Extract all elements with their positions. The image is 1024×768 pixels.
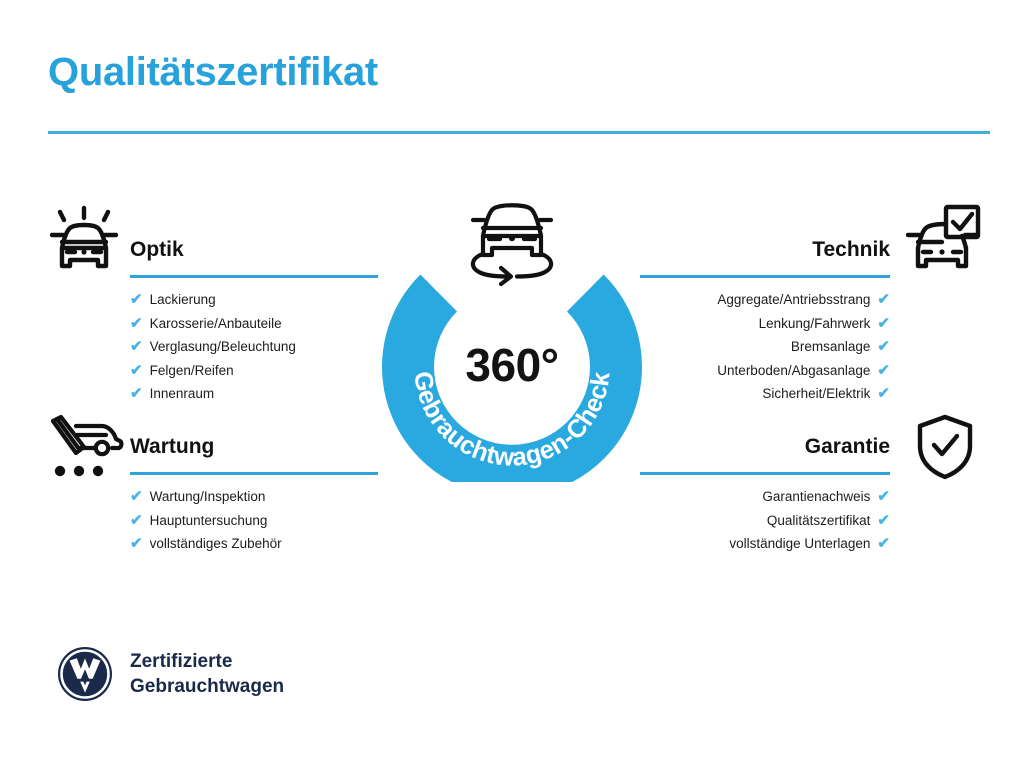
badge-ring: Gebrauchtwagen-Check [376, 254, 648, 497]
checklist: Garantienachweis ✔ Qualitätszertifikat ✔ v… [640, 485, 890, 556]
checklist: ✔ Lackierung ✔ Karosserie/Anbauteile ✔ Verg… [130, 288, 378, 406]
list-item: Qualitätszertifikat ✔ [640, 509, 890, 533]
check-icon: ✔ [877, 385, 890, 403]
check-icon: ✔ [130, 511, 143, 529]
checklist: ✔ Wartung/Inspektion ✔ Hauptuntersuchung ✔… [130, 485, 378, 556]
section-title: Technik [812, 238, 890, 261]
list-item-label: vollständige Unterlagen [729, 536, 871, 551]
section-title: Garantie [804, 435, 890, 458]
check-icon: ✔ [130, 291, 143, 309]
section-underline [640, 275, 890, 278]
vw-logo-icon [56, 645, 114, 703]
list-item-label: Aggregate/Antriebsstrang [717, 292, 871, 307]
section-header: Optik [130, 236, 378, 278]
checklist: Aggregate/Antriebsstrang ✔ Lenkung/Fahrwe… [640, 288, 890, 406]
list-item-label: Innenraum [149, 386, 215, 401]
check-icon: ✔ [877, 535, 890, 553]
check-icon: ✔ [130, 535, 143, 553]
list-item-label: Wartung/Inspektion [149, 489, 266, 504]
list-item-label: Lenkung/Fahrwerk [758, 315, 871, 331]
shield-check-icon [914, 414, 976, 485]
check-icon: ✔ [130, 488, 143, 506]
badge-360-check: Gebrauchtwagen-Check 360° [376, 192, 648, 497]
section-underline [640, 472, 890, 475]
section-technik: Technik Aggregate/Antriebsstrang ✔ Lenkun… [640, 236, 890, 406]
check-icon: ✔ [877, 291, 890, 309]
list-item: ✔ Karosserie/Anbauteile [130, 312, 378, 336]
list-item-label: Lackierung [149, 292, 216, 307]
footer-branding: Zertifizierte Gebrauchtwagen [56, 645, 284, 703]
check-icon: ✔ [877, 361, 890, 379]
page-title: Qualitätszertifikat [48, 50, 378, 94]
badge-center-label: 360° [465, 339, 559, 391]
list-item: ✔ Verglasung/Beleuchtung [130, 335, 378, 359]
list-item: ✔ vollständiges Zubehör [130, 532, 378, 556]
section-header: Wartung [130, 433, 378, 475]
list-item-label: Karosserie/Anbauteile [149, 315, 282, 331]
car-polish-shine-icon [46, 204, 122, 281]
list-item-label: Unterboden/Abgasanlage [717, 362, 871, 378]
car-checkbox-icon [905, 204, 982, 281]
section-title: Optik [130, 238, 184, 261]
car-rotate-360-icon [459, 192, 565, 288]
section-underline [130, 472, 378, 475]
car-service-pen-icon [46, 414, 126, 485]
list-item: Lenkung/Fahrwerk ✔ [640, 312, 890, 336]
list-item-label: Verglasung/Beleuchtung [149, 339, 296, 354]
title-divider [48, 131, 990, 134]
list-item: Bremsanlage ✔ [640, 335, 890, 359]
check-icon: ✔ [130, 338, 143, 356]
section-wartung: Wartung ✔ Wartung/Inspektion ✔ Hauptunters… [130, 433, 378, 556]
list-item-label: Felgen/Reifen [149, 362, 234, 378]
list-item: Garantienachweis ✔ [640, 485, 890, 509]
check-icon: ✔ [877, 338, 890, 356]
list-item: ✔ Felgen/Reifen [130, 359, 378, 383]
footer-line-1: Zertifizierte [130, 651, 233, 672]
section-underline [130, 275, 378, 278]
section-optik: Optik ✔ Lackierung ✔ Karosserie/Anbauteile… [130, 236, 378, 406]
list-item: ✔ Lackierung [130, 288, 378, 312]
list-item: vollständige Unterlagen ✔ [640, 532, 890, 556]
section-header: Garantie [640, 433, 890, 475]
list-item: Aggregate/Antriebsstrang ✔ [640, 288, 890, 312]
section-header: Technik [640, 236, 890, 278]
list-item-label: vollständiges Zubehör [149, 536, 282, 551]
list-item: Sicherheit/Elektrik ✔ [640, 382, 890, 406]
list-item-label: Garantienachweis [762, 489, 871, 504]
list-item: ✔ Hauptuntersuchung [130, 509, 378, 533]
footer-text: Zertifizierte Gebrauchtwagen [130, 649, 284, 699]
list-item-label: Bremsanlage [790, 339, 871, 354]
check-icon: ✔ [130, 314, 143, 332]
footer-line-2: Gebrauchtwagen [130, 676, 285, 697]
list-item: ✔ Wartung/Inspektion [130, 485, 378, 509]
list-item: Unterboden/Abgasanlage ✔ [640, 359, 890, 383]
section-title: Wartung [130, 435, 215, 458]
check-icon: ✔ [877, 488, 890, 506]
check-icon: ✔ [877, 314, 890, 332]
list-item-label: Hauptuntersuchung [149, 512, 268, 528]
check-icon: ✔ [130, 361, 143, 379]
section-garantie: Garantie Garantienachweis ✔ Qualitätszert… [640, 433, 890, 556]
list-item: ✔ Innenraum [130, 382, 378, 406]
list-item-label: Sicherheit/Elektrik [762, 386, 871, 401]
check-icon: ✔ [877, 511, 890, 529]
check-icon: ✔ [130, 385, 143, 403]
list-item-label: Qualitätszertifikat [766, 512, 871, 528]
